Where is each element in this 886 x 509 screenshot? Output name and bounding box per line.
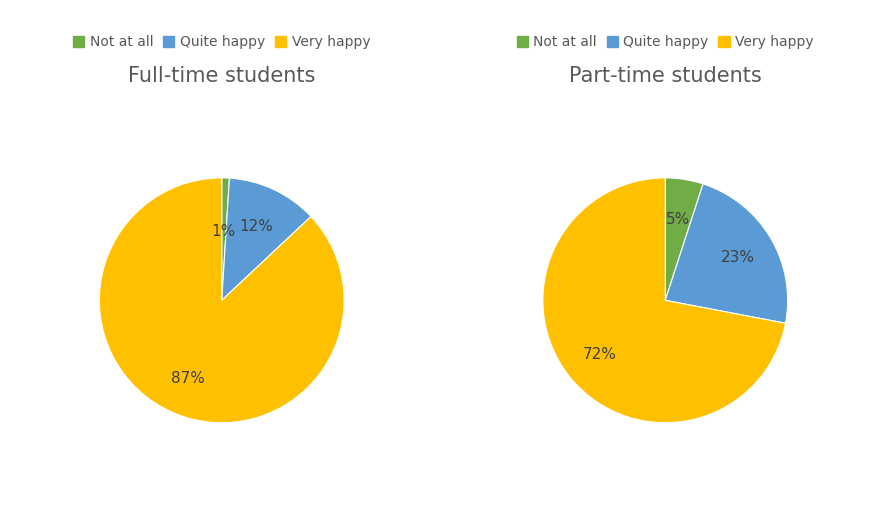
Legend: Not at all, Quite happy, Very happy: Not at all, Quite happy, Very happy	[510, 30, 819, 55]
Text: 12%: 12%	[239, 219, 273, 234]
Wedge shape	[542, 178, 785, 422]
Text: 23%: 23%	[720, 249, 755, 265]
Wedge shape	[222, 178, 229, 300]
Text: 5%: 5%	[665, 212, 689, 227]
Wedge shape	[222, 178, 311, 300]
Legend: Not at all, Quite happy, Very happy: Not at all, Quite happy, Very happy	[67, 30, 376, 55]
Wedge shape	[664, 178, 703, 300]
Title: Part-time students: Part-time students	[568, 66, 761, 87]
Title: Full-time students: Full-time students	[128, 66, 315, 87]
Wedge shape	[99, 178, 344, 422]
Text: 87%: 87%	[171, 371, 205, 386]
Text: 72%: 72%	[582, 347, 616, 362]
Text: 1%: 1%	[212, 224, 236, 239]
Wedge shape	[664, 184, 787, 323]
